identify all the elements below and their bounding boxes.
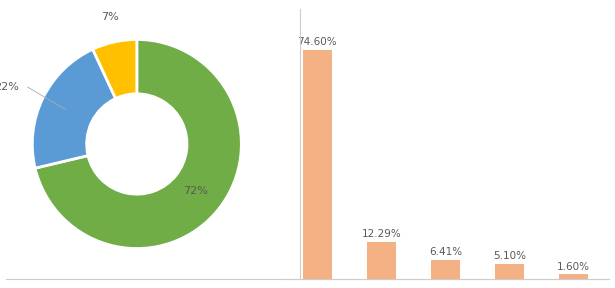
- Bar: [495, 264, 524, 279]
- Wedge shape: [93, 39, 137, 98]
- Text: 1.60%: 1.60%: [557, 262, 590, 272]
- Text: 72%: 72%: [183, 186, 208, 196]
- Text: 74.60%: 74.60%: [298, 37, 337, 48]
- Text: 5.10%: 5.10%: [493, 251, 526, 261]
- Wedge shape: [35, 39, 241, 249]
- Bar: [431, 260, 460, 279]
- Text: 12.29%: 12.29%: [362, 229, 402, 239]
- Wedge shape: [32, 49, 116, 168]
- Bar: [559, 274, 588, 279]
- Text: 7%: 7%: [101, 12, 119, 22]
- Text: 6.41%: 6.41%: [429, 247, 462, 257]
- Bar: [367, 242, 396, 279]
- Text: 22%: 22%: [0, 82, 19, 92]
- Bar: [303, 50, 332, 279]
